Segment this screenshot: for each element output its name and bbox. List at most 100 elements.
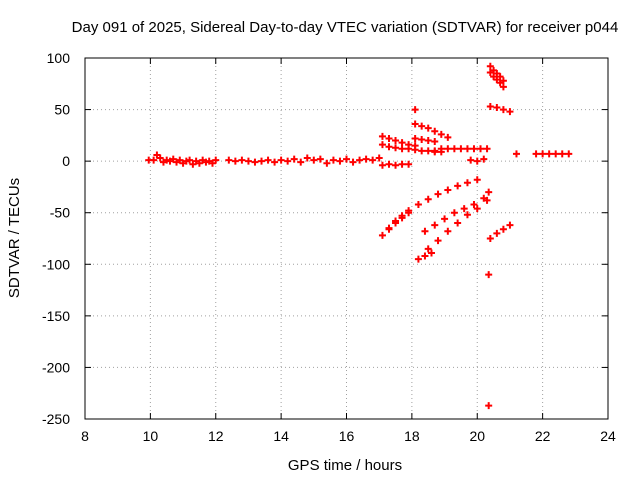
data-point bbox=[444, 186, 452, 194]
data-point bbox=[565, 150, 573, 158]
data-point bbox=[441, 215, 449, 223]
data-point bbox=[251, 158, 259, 166]
y-tick-label: -200 bbox=[42, 359, 70, 375]
data-point bbox=[392, 161, 400, 169]
y-tick-label: 100 bbox=[47, 50, 71, 66]
y-tick-label: 50 bbox=[54, 102, 70, 118]
x-tick-label: 14 bbox=[273, 428, 289, 444]
data-point bbox=[463, 179, 471, 187]
data-point bbox=[424, 137, 432, 145]
data-point bbox=[424, 195, 432, 203]
data-point bbox=[486, 235, 494, 242]
data-point bbox=[493, 104, 501, 112]
data-point bbox=[552, 150, 560, 158]
data-point bbox=[303, 154, 311, 162]
series-isolated bbox=[411, 106, 520, 410]
data-point bbox=[512, 150, 520, 158]
data-point bbox=[411, 134, 419, 142]
series-baseline-3 bbox=[378, 160, 413, 169]
series-rising-5 bbox=[424, 196, 491, 253]
x-tick-label: 18 bbox=[404, 428, 420, 444]
data-point bbox=[385, 134, 393, 142]
data-point bbox=[411, 106, 419, 114]
data-point bbox=[431, 127, 439, 135]
series-steep-2 bbox=[486, 68, 507, 91]
data-point bbox=[411, 120, 419, 128]
data-point bbox=[483, 196, 491, 204]
data-point bbox=[506, 221, 514, 229]
data-point bbox=[378, 161, 386, 169]
data-point bbox=[414, 255, 422, 263]
data-point bbox=[454, 182, 462, 190]
data-point bbox=[284, 157, 292, 165]
data-point bbox=[405, 145, 413, 153]
data-point bbox=[437, 148, 445, 156]
series-rising-2 bbox=[385, 207, 413, 232]
data-point bbox=[457, 145, 465, 153]
data-point bbox=[470, 200, 478, 208]
data-point bbox=[486, 62, 494, 70]
data-point bbox=[392, 137, 400, 145]
data-point bbox=[454, 219, 462, 227]
data-point bbox=[485, 188, 493, 196]
axis-ticks: 8 10 12 14 16 18 20 22 24 -250 -200 -150 -100 -50 0 50 1… bbox=[42, 50, 616, 444]
data-point bbox=[323, 159, 331, 167]
data-point bbox=[532, 150, 540, 158]
series-rising-6 bbox=[414, 249, 435, 263]
series-lower-right bbox=[467, 155, 488, 165]
data-point bbox=[499, 106, 507, 114]
data-point bbox=[421, 252, 429, 260]
data-point bbox=[486, 102, 494, 110]
data-point bbox=[398, 212, 406, 220]
series-upper-3 bbox=[411, 120, 452, 141]
data-point bbox=[290, 155, 298, 163]
data-point bbox=[375, 154, 383, 162]
y-tick-label: -50 bbox=[50, 205, 70, 221]
data-point bbox=[485, 271, 493, 279]
x-tick-label: 16 bbox=[339, 428, 355, 444]
data-point bbox=[414, 200, 422, 208]
data-point bbox=[493, 229, 501, 237]
series-baseline-2 bbox=[225, 154, 383, 167]
data-point bbox=[499, 83, 507, 91]
data-point bbox=[460, 205, 468, 213]
data-point bbox=[310, 156, 318, 164]
data-point bbox=[385, 143, 393, 151]
data-point bbox=[483, 145, 491, 153]
data-point bbox=[539, 150, 547, 158]
data-point bbox=[156, 154, 164, 162]
data-point bbox=[434, 237, 442, 245]
data-point bbox=[385, 160, 393, 168]
y-tick-label: -150 bbox=[42, 308, 70, 324]
series-upper-5 bbox=[437, 145, 491, 153]
data-marks bbox=[145, 62, 573, 410]
series-upper-6 bbox=[431, 147, 445, 156]
x-tick-label: 12 bbox=[208, 428, 224, 444]
data-point bbox=[349, 158, 357, 166]
data-point bbox=[450, 209, 458, 217]
data-point bbox=[545, 150, 553, 158]
series-right-band bbox=[532, 150, 573, 158]
data-point bbox=[150, 156, 158, 164]
data-point bbox=[444, 133, 452, 141]
x-tick-label: 10 bbox=[143, 428, 159, 444]
data-point bbox=[444, 227, 452, 235]
data-point bbox=[411, 146, 419, 154]
grid-layer bbox=[85, 58, 608, 419]
series-upper-4 bbox=[411, 134, 439, 146]
data-point bbox=[485, 402, 493, 410]
data-point bbox=[418, 122, 426, 130]
data-point bbox=[424, 147, 432, 155]
data-point bbox=[421, 227, 429, 235]
chart-title: Day 091 of 2025, Sidereal Day-to-day VTE… bbox=[72, 19, 619, 36]
data-point bbox=[316, 155, 324, 163]
data-point bbox=[427, 249, 435, 257]
data-point bbox=[336, 157, 344, 165]
data-point bbox=[418, 135, 426, 143]
data-point bbox=[398, 139, 406, 147]
data-point bbox=[244, 157, 252, 165]
data-point bbox=[392, 217, 400, 225]
y-axis-title: SDTVAR / TECUs bbox=[6, 178, 23, 298]
data-point bbox=[398, 160, 406, 168]
data-point bbox=[463, 145, 471, 153]
